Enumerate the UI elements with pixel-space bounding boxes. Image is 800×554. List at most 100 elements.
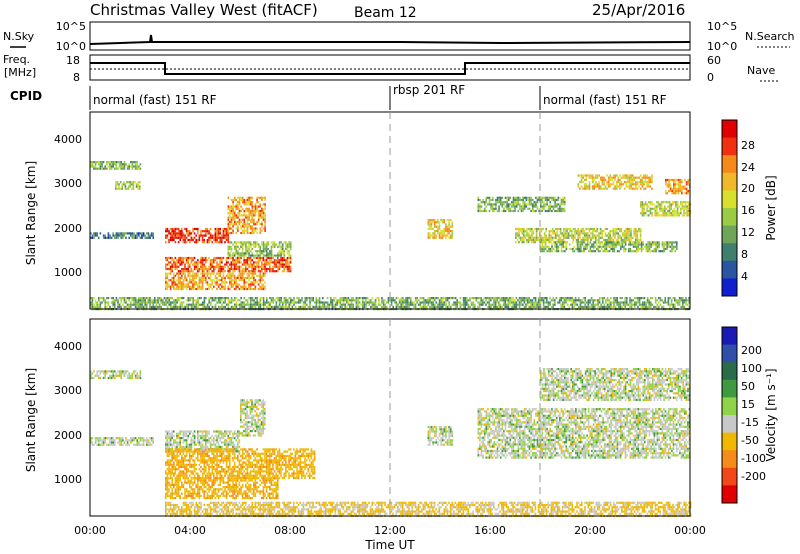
power-cbar-tick-4: 4 [741, 270, 748, 283]
velocity-echo-region-4 [165, 448, 316, 480]
vel-cbar-tick-200: 200 [741, 344, 762, 357]
x-axis-label: Time UT [364, 538, 415, 552]
xtick-1: 04:00 [174, 524, 206, 537]
freq-trace [90, 62, 690, 75]
power-cbar-swatch-9 [722, 278, 737, 297]
nsearch-label: N.Search [745, 30, 795, 43]
vel-cbar-swatch-2 [722, 362, 737, 381]
power-ytick-2000: 2000 [54, 222, 82, 235]
vel-cbar-tick-neg15: -15 [741, 416, 759, 429]
xtick-3: 12:00 [374, 524, 406, 537]
power-echo-region-5 [165, 256, 292, 273]
xtick-5: 20:00 [574, 524, 606, 537]
velocity-echo-region-0 [90, 370, 142, 380]
velocity-echo-region-3 [240, 399, 266, 437]
velocity-ylabel: Slant Range [km] [24, 368, 38, 472]
power-cbar-swatch-6 [722, 225, 737, 244]
power-cbar-swatch-4 [722, 190, 737, 209]
power-cbar-swatch-5 [722, 208, 737, 227]
vel-cbar-swatch-9 [722, 485, 737, 504]
power-cbar-tick-20: 20 [741, 182, 755, 195]
xtick-0: 00:00 [74, 524, 106, 537]
velocity-colorbar: 200 100 50 15 -15 -50 -100 -200 Velocity… [721, 326, 778, 504]
power-echo-region-1 [115, 181, 141, 190]
power-ytick-3000: 3000 [54, 177, 82, 190]
power-cbar-tick-24: 24 [741, 161, 755, 174]
vel-cbar-swatch-0 [722, 327, 737, 346]
vel-cbar-swatch-5 [722, 415, 737, 434]
power-cbar-label: Power [dB] [764, 175, 778, 240]
power-echo-region-3 [165, 227, 229, 244]
velocity-echo-region-7 [477, 408, 691, 459]
xtick-2: 08:00 [274, 524, 306, 537]
freq-tick-bottom-left: 8 [73, 71, 80, 84]
power-cbar-swatch-0 [722, 120, 737, 139]
power-ylabel: Slant Range [km] [24, 161, 38, 265]
power-echo-region-4 [227, 196, 266, 235]
nsky-tick-bottom-left: 10^0 [56, 40, 86, 53]
power-echo-region-9 [477, 196, 566, 213]
nsky-label: N.Sky [3, 30, 35, 43]
power-data-layer [90, 161, 692, 311]
power-echo-region-14 [665, 178, 691, 195]
power-echo-region-10 [515, 227, 642, 244]
velocity-echo-region-9 [165, 501, 692, 518]
power-echo-region-8 [427, 219, 454, 239]
power-cbar-swatch-7 [722, 243, 737, 262]
freq-label-2: [MHz] [4, 66, 36, 79]
velocity-ytick-4000: 4000 [54, 340, 82, 353]
power-echo-region-11 [540, 241, 678, 253]
beam-label: Beam 12 [354, 5, 417, 21]
freq-panel: Freq. [MHz] 18 8 60 0 Nave [3, 53, 780, 84]
power-cbar-tick-8: 8 [741, 248, 748, 261]
cpid-segment-3: normal (fast) 151 RF [543, 93, 667, 107]
cpid-label: CPID [10, 89, 42, 103]
x-axis: 00:00 04:00 08:00 12:00 16:00 20:00 00:0… [74, 524, 706, 552]
date-label: 25/Apr/2016 [592, 1, 685, 19]
xtick-4: 16:00 [474, 524, 506, 537]
freq-label-1: Freq. [3, 53, 30, 66]
velocity-echo-region-5 [165, 477, 279, 500]
power-echo-region-12 [577, 174, 653, 190]
nsky-trace [89, 34, 691, 45]
velocity-echo-region-8 [540, 368, 691, 401]
cpid-segment-1: normal (fast) 151 RF [93, 93, 217, 107]
freq-tick-top-left: 18 [66, 54, 80, 67]
power-echo-region-13 [640, 201, 692, 217]
power-colorbar: 28 24 20 16 12 8 4 Power [dB] [721, 119, 778, 297]
power-echo-region-7 [227, 241, 292, 257]
velocity-ytick-2000: 2000 [54, 429, 82, 442]
power-cbar-tick-28: 28 [741, 139, 755, 152]
power-panel: Slant Range [km] 1000 2000 3000 4000 [24, 111, 692, 311]
velocity-echo-region-6 [427, 426, 454, 446]
vel-cbar-tick-100: 100 [741, 362, 762, 375]
power-cbar-swatch-2 [722, 155, 737, 174]
vel-cbar-tick-neg200: -200 [741, 470, 766, 483]
power-ytick-4000: 4000 [54, 133, 82, 146]
cpid-segment-2: rbsp 201 RF [393, 83, 465, 97]
vel-cbar-label: Velocity [m s⁻¹] [764, 368, 778, 461]
nsky-panel: N.Sky 10^5 10^0 10^5 10^0 N.Search [3, 20, 795, 53]
vel-cbar-swatch-4 [722, 397, 737, 416]
cpid-row: CPID normal (fast) 151 RF rbsp 201 RF no… [10, 83, 667, 110]
station-title: Christmas Valley West (fitACF) [90, 1, 318, 19]
nave-tick-top: 60 [707, 54, 721, 67]
power-echo-region-2 [90, 232, 154, 239]
vel-cbar-tick-50: 50 [741, 380, 755, 393]
vel-cbar-swatch-3 [722, 379, 737, 398]
velocity-echo-region-1 [90, 437, 154, 446]
power-echo-region-0 [90, 161, 142, 170]
vel-cbar-swatch-7 [722, 450, 737, 469]
velocity-data-layer [90, 368, 692, 518]
vel-cbar-swatch-1 [722, 344, 737, 363]
vel-cbar-tick-neg100: -100 [741, 452, 766, 465]
velocity-ytick-3000: 3000 [54, 384, 82, 397]
nsky-tick-top-left: 10^5 [56, 20, 86, 33]
nave-label: Nave [747, 64, 775, 77]
xtick-6: 00:00 [674, 524, 706, 537]
vel-cbar-tick-neg50: -50 [741, 434, 759, 447]
velocity-panel: Slant Range [km] 1000 2000 3000 4000 [24, 318, 692, 518]
power-cbar-swatch-1 [722, 137, 737, 156]
nsky-tick-bottom-right: 10^0 [707, 40, 737, 53]
